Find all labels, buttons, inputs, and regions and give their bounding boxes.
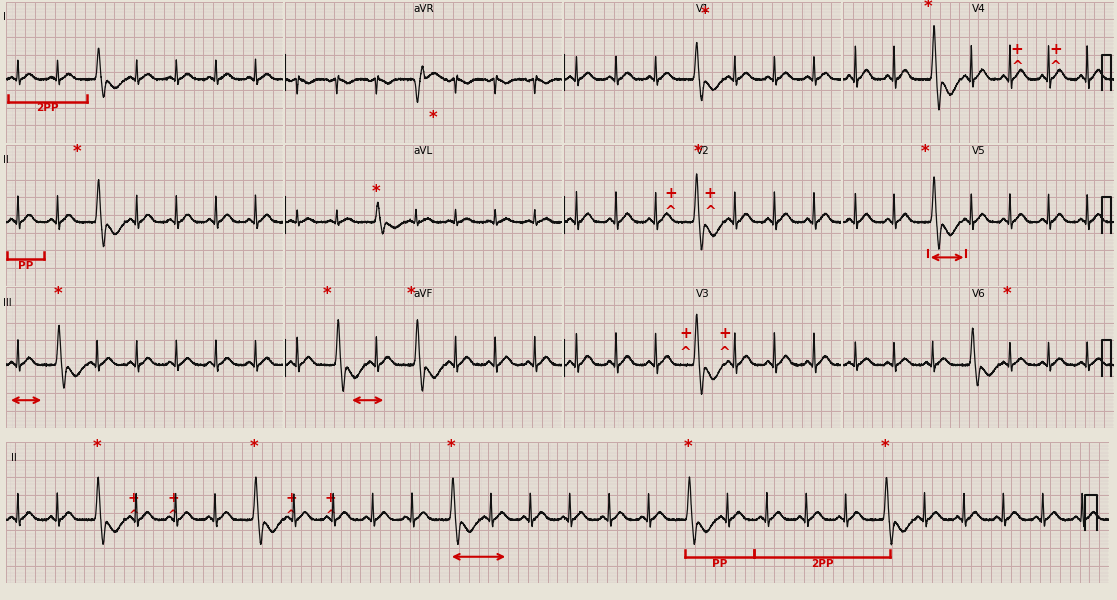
Text: *: * bbox=[429, 109, 438, 127]
Text: *: * bbox=[700, 5, 709, 23]
Text: +: + bbox=[679, 326, 691, 341]
Text: +: + bbox=[168, 491, 179, 505]
Text: +: + bbox=[325, 491, 336, 505]
Text: V4: V4 bbox=[972, 4, 985, 14]
Text: *: * bbox=[924, 0, 932, 16]
Text: aVF: aVF bbox=[413, 289, 433, 299]
Text: *: * bbox=[372, 183, 381, 201]
Text: +: + bbox=[1049, 42, 1062, 57]
Text: V2: V2 bbox=[696, 146, 709, 157]
Text: ^: ^ bbox=[719, 346, 731, 359]
Text: *: * bbox=[684, 439, 693, 457]
Text: ^: ^ bbox=[679, 346, 691, 359]
Text: *: * bbox=[694, 143, 701, 161]
Text: *: * bbox=[922, 143, 929, 161]
Text: ^: ^ bbox=[325, 509, 336, 522]
Text: +: + bbox=[718, 326, 732, 341]
Text: V6: V6 bbox=[972, 289, 985, 299]
Text: *: * bbox=[407, 286, 416, 304]
Text: +: + bbox=[127, 491, 140, 505]
Text: ^: ^ bbox=[128, 509, 139, 522]
Text: aVR: aVR bbox=[413, 4, 433, 14]
Text: +: + bbox=[704, 187, 716, 202]
Text: *: * bbox=[73, 143, 82, 161]
Text: III: III bbox=[3, 298, 12, 308]
Text: 2PP: 2PP bbox=[37, 103, 59, 113]
Text: II: II bbox=[3, 155, 9, 165]
Text: +: + bbox=[665, 187, 677, 202]
Text: ^: ^ bbox=[665, 205, 676, 219]
Text: *: * bbox=[93, 439, 101, 457]
Text: *: * bbox=[250, 439, 259, 457]
Text: +: + bbox=[1011, 42, 1023, 57]
Text: 2PP: 2PP bbox=[811, 559, 833, 569]
Text: *: * bbox=[880, 439, 889, 457]
Text: PP: PP bbox=[18, 261, 34, 271]
Text: aVL: aVL bbox=[413, 146, 433, 157]
Text: *: * bbox=[54, 286, 61, 304]
Text: V1: V1 bbox=[696, 4, 709, 14]
Text: ^: ^ bbox=[1011, 60, 1023, 74]
Text: V3: V3 bbox=[696, 289, 709, 299]
Text: V5: V5 bbox=[972, 146, 985, 157]
Text: ^: ^ bbox=[168, 509, 179, 522]
Text: PP: PP bbox=[713, 559, 727, 569]
Text: +: + bbox=[286, 491, 297, 505]
Text: ^: ^ bbox=[704, 205, 716, 219]
Text: *: * bbox=[1003, 286, 1012, 304]
Text: *: * bbox=[447, 439, 456, 457]
Text: *: * bbox=[323, 286, 332, 304]
Text: ^: ^ bbox=[1050, 60, 1061, 74]
Text: ^: ^ bbox=[286, 509, 297, 522]
Text: I: I bbox=[3, 13, 6, 22]
Text: II: II bbox=[10, 453, 17, 463]
